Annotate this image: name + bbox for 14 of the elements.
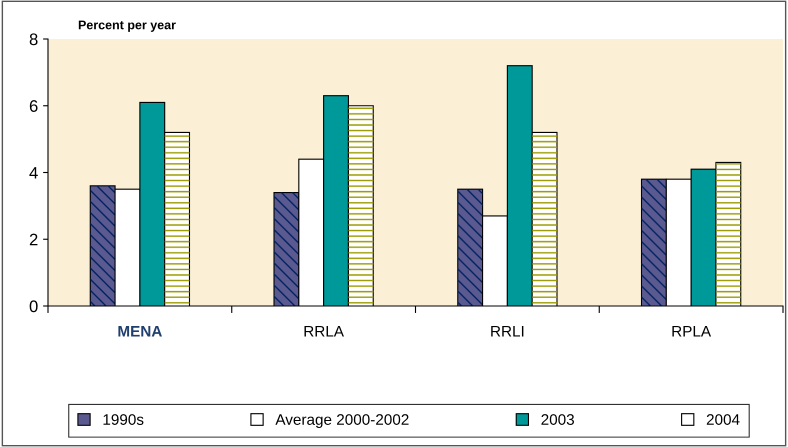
x-tick-label: RRLA: [304, 326, 344, 337]
x-tick-label: RRLI: [491, 326, 524, 337]
legend-label: 2003: [541, 414, 574, 425]
y-tick-label: 4: [29, 167, 38, 179]
y-tick-label: 2: [30, 234, 38, 246]
y-tick-label: 0: [30, 300, 38, 312]
y-tick-label: 8: [30, 33, 38, 46]
legend-label: 1990s: [104, 414, 144, 425]
y-tick-label: 6: [30, 100, 38, 112]
legend-label: Average 2000-2002: [275, 414, 409, 428]
y-axis-title: Percent per year: [78, 20, 176, 32]
x-tick-label: RPLA: [672, 326, 712, 337]
legend-label: 2004: [706, 414, 740, 425]
x-tick-label: MENA: [118, 326, 162, 337]
